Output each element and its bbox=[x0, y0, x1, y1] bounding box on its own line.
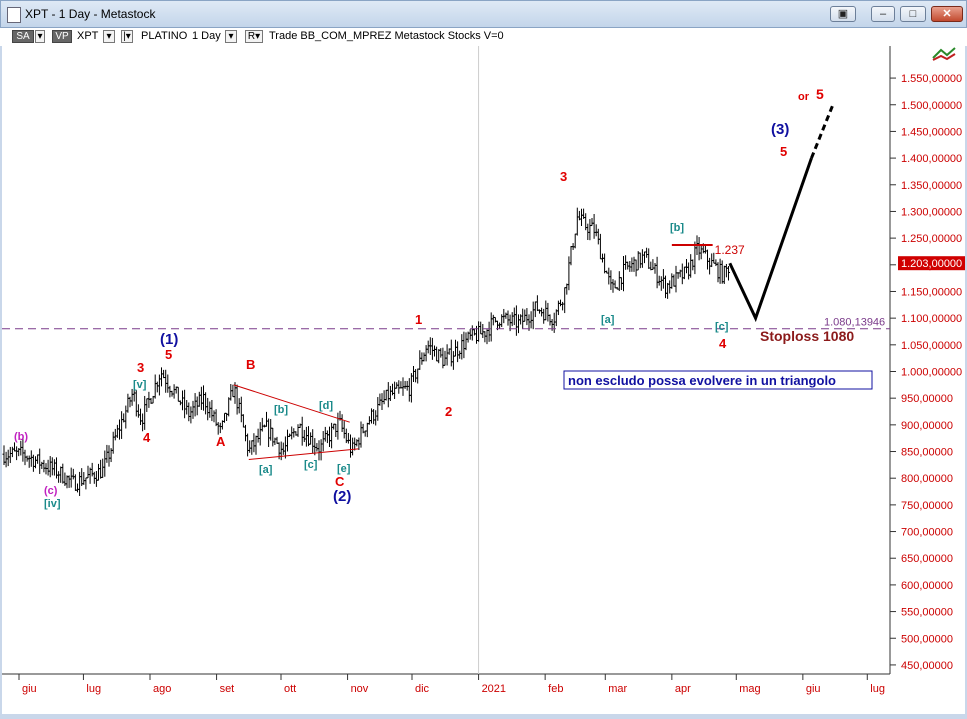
stoploss-level-label: 1.080,13946 bbox=[824, 317, 885, 329]
x-tick-label: lug bbox=[86, 683, 101, 695]
period-label: 1 Day bbox=[192, 30, 221, 42]
wave-label: 5 bbox=[165, 347, 172, 362]
wave-label: [c] bbox=[304, 459, 318, 471]
x-tick-label: giu bbox=[22, 683, 37, 695]
x-tick-label: mag bbox=[739, 683, 760, 695]
triangle-upper-line bbox=[233, 384, 350, 423]
sa-dropdown-icon[interactable]: ▾ bbox=[35, 30, 45, 43]
title-bar: XPT - 1 Day - Metastock ▣ – □ ✕ bbox=[0, 0, 967, 28]
wave-label: C bbox=[335, 474, 345, 489]
wave-label: or bbox=[798, 91, 810, 103]
triangle-lower-line bbox=[248, 448, 359, 461]
wave-label: [a] bbox=[601, 314, 615, 326]
x-tick-label: nov bbox=[351, 683, 369, 695]
x-tick-label: mar bbox=[608, 683, 627, 695]
minimize-button[interactable]: – bbox=[871, 6, 895, 22]
chart-toolbar: SA ▾ VP XPT ▾ |▾ PLATINO 1 Day ▾ R▾ Trad… bbox=[0, 28, 967, 46]
maximize-button[interactable]: □ bbox=[900, 6, 926, 22]
y-tick-label: 750,00000 bbox=[901, 500, 953, 512]
y-tick-label: 1.550,00000 bbox=[901, 73, 962, 85]
wave-label: 3 bbox=[560, 169, 567, 184]
wave-label: (b) bbox=[14, 431, 28, 443]
y-tick-label: 1.350,00000 bbox=[901, 180, 962, 192]
stoploss-annotation: Stoploss 1080 bbox=[760, 328, 854, 344]
wave-label: 1 bbox=[415, 312, 422, 327]
document-icon bbox=[7, 7, 21, 23]
wave-label: (3) bbox=[771, 121, 789, 138]
wave-label: [a] bbox=[259, 464, 273, 476]
wave-label: A bbox=[216, 434, 226, 449]
y-tick-label: 500,00000 bbox=[901, 633, 953, 645]
last-price-box bbox=[898, 256, 965, 271]
y-tick-label: 1.000,00000 bbox=[901, 367, 962, 379]
x-tick-label: giu bbox=[806, 683, 821, 695]
close-button[interactable]: ✕ bbox=[931, 6, 963, 22]
y-tick-label: 950,00000 bbox=[901, 393, 953, 405]
trend-icon[interactable] bbox=[928, 44, 958, 62]
y-tick-label: 1.300,00000 bbox=[901, 206, 962, 218]
triangle-note-box bbox=[563, 370, 873, 390]
window-title: XPT - 1 Day - Metastock bbox=[25, 7, 156, 21]
x-tick-label: apr bbox=[675, 683, 691, 695]
restore-chart-icon[interactable]: ▣ bbox=[830, 6, 856, 22]
wave-label: 4 bbox=[719, 336, 727, 351]
y-tick-label: 900,00000 bbox=[901, 420, 953, 432]
wave-label: 2 bbox=[445, 404, 452, 419]
wave-label: [b] bbox=[670, 222, 684, 234]
last-price-label: 1.203,00000 bbox=[901, 258, 962, 270]
x-tick-label: 2021 bbox=[482, 683, 506, 695]
r-dropdown-icon[interactable]: R▾ bbox=[245, 30, 263, 43]
y-tick-label: 800,00000 bbox=[901, 473, 953, 485]
x-tick-label: set bbox=[220, 683, 235, 695]
wave-label: 5 bbox=[816, 86, 824, 102]
y-tick-label: 1.050,00000 bbox=[901, 340, 962, 352]
y-tick-label: 650,00000 bbox=[901, 553, 953, 565]
wave-label: (c) bbox=[44, 485, 58, 497]
vp-button[interactable]: VP bbox=[52, 30, 72, 43]
y-tick-label: 1.450,00000 bbox=[901, 126, 962, 138]
wave-label: 5 bbox=[780, 144, 787, 159]
wave-label: 4 bbox=[143, 430, 151, 445]
wave-label: (2) bbox=[333, 488, 351, 505]
symbol-label: XPT bbox=[77, 30, 99, 42]
projection-line bbox=[728, 157, 813, 323]
y-tick-label: 1.100,00000 bbox=[901, 313, 962, 325]
y-tick-label: 1.400,00000 bbox=[901, 153, 962, 165]
period-dropdown-icon[interactable]: ▾ bbox=[225, 30, 237, 43]
toolbar-info: Trade BB_COM_MPREZ Metastock Stocks V=0 bbox=[269, 30, 504, 42]
wave-label: [iv] bbox=[44, 498, 61, 510]
x-tick-label: lug bbox=[870, 683, 885, 695]
projection-dashed-line bbox=[810, 104, 835, 159]
wave-label: [v] bbox=[133, 379, 147, 391]
symbol-dropdown-icon[interactable]: ▾ bbox=[103, 30, 115, 43]
wave-label: [d] bbox=[319, 400, 333, 412]
chart-style-icon[interactable]: |▾ bbox=[121, 30, 133, 43]
x-tick-label: ago bbox=[153, 683, 171, 695]
chart-area[interactable]: 1.550,00000 1.500,00000 1.450,00000 1.400,0… bbox=[0, 44, 965, 714]
y-tick-label: 600,00000 bbox=[901, 580, 953, 592]
y-tick-label: 700,00000 bbox=[901, 527, 953, 539]
sa-button[interactable]: SA bbox=[12, 30, 34, 43]
wave-label: [e] bbox=[337, 463, 351, 475]
wave-label: B bbox=[246, 357, 255, 372]
resistance-label: 1.237 bbox=[715, 243, 745, 257]
x-tick-label: ott bbox=[284, 683, 296, 695]
wave-label: 3 bbox=[137, 360, 144, 375]
y-tick-label: 850,00000 bbox=[901, 447, 953, 459]
wave-label: [b] bbox=[274, 404, 288, 416]
y-tick-label: 1.500,00000 bbox=[901, 100, 962, 112]
wave-label: [c] bbox=[715, 321, 729, 333]
triangle-note: non escludo possa evolvere in un triango… bbox=[568, 373, 836, 388]
y-tick-label: 550,00000 bbox=[901, 607, 953, 619]
x-tick-label: dic bbox=[415, 683, 430, 695]
y-tick-label: 1.250,00000 bbox=[901, 233, 962, 245]
symbol-name: PLATINO bbox=[141, 30, 188, 42]
price-chart[interactable]: 1.550,00000 1.500,00000 1.450,00000 1.400,0… bbox=[0, 44, 965, 714]
y-tick-label: 1.150,00000 bbox=[901, 286, 962, 298]
x-tick-label: feb bbox=[548, 683, 563, 695]
y-tick-label: 450,00000 bbox=[901, 660, 953, 672]
wave-label: (1) bbox=[160, 331, 178, 348]
